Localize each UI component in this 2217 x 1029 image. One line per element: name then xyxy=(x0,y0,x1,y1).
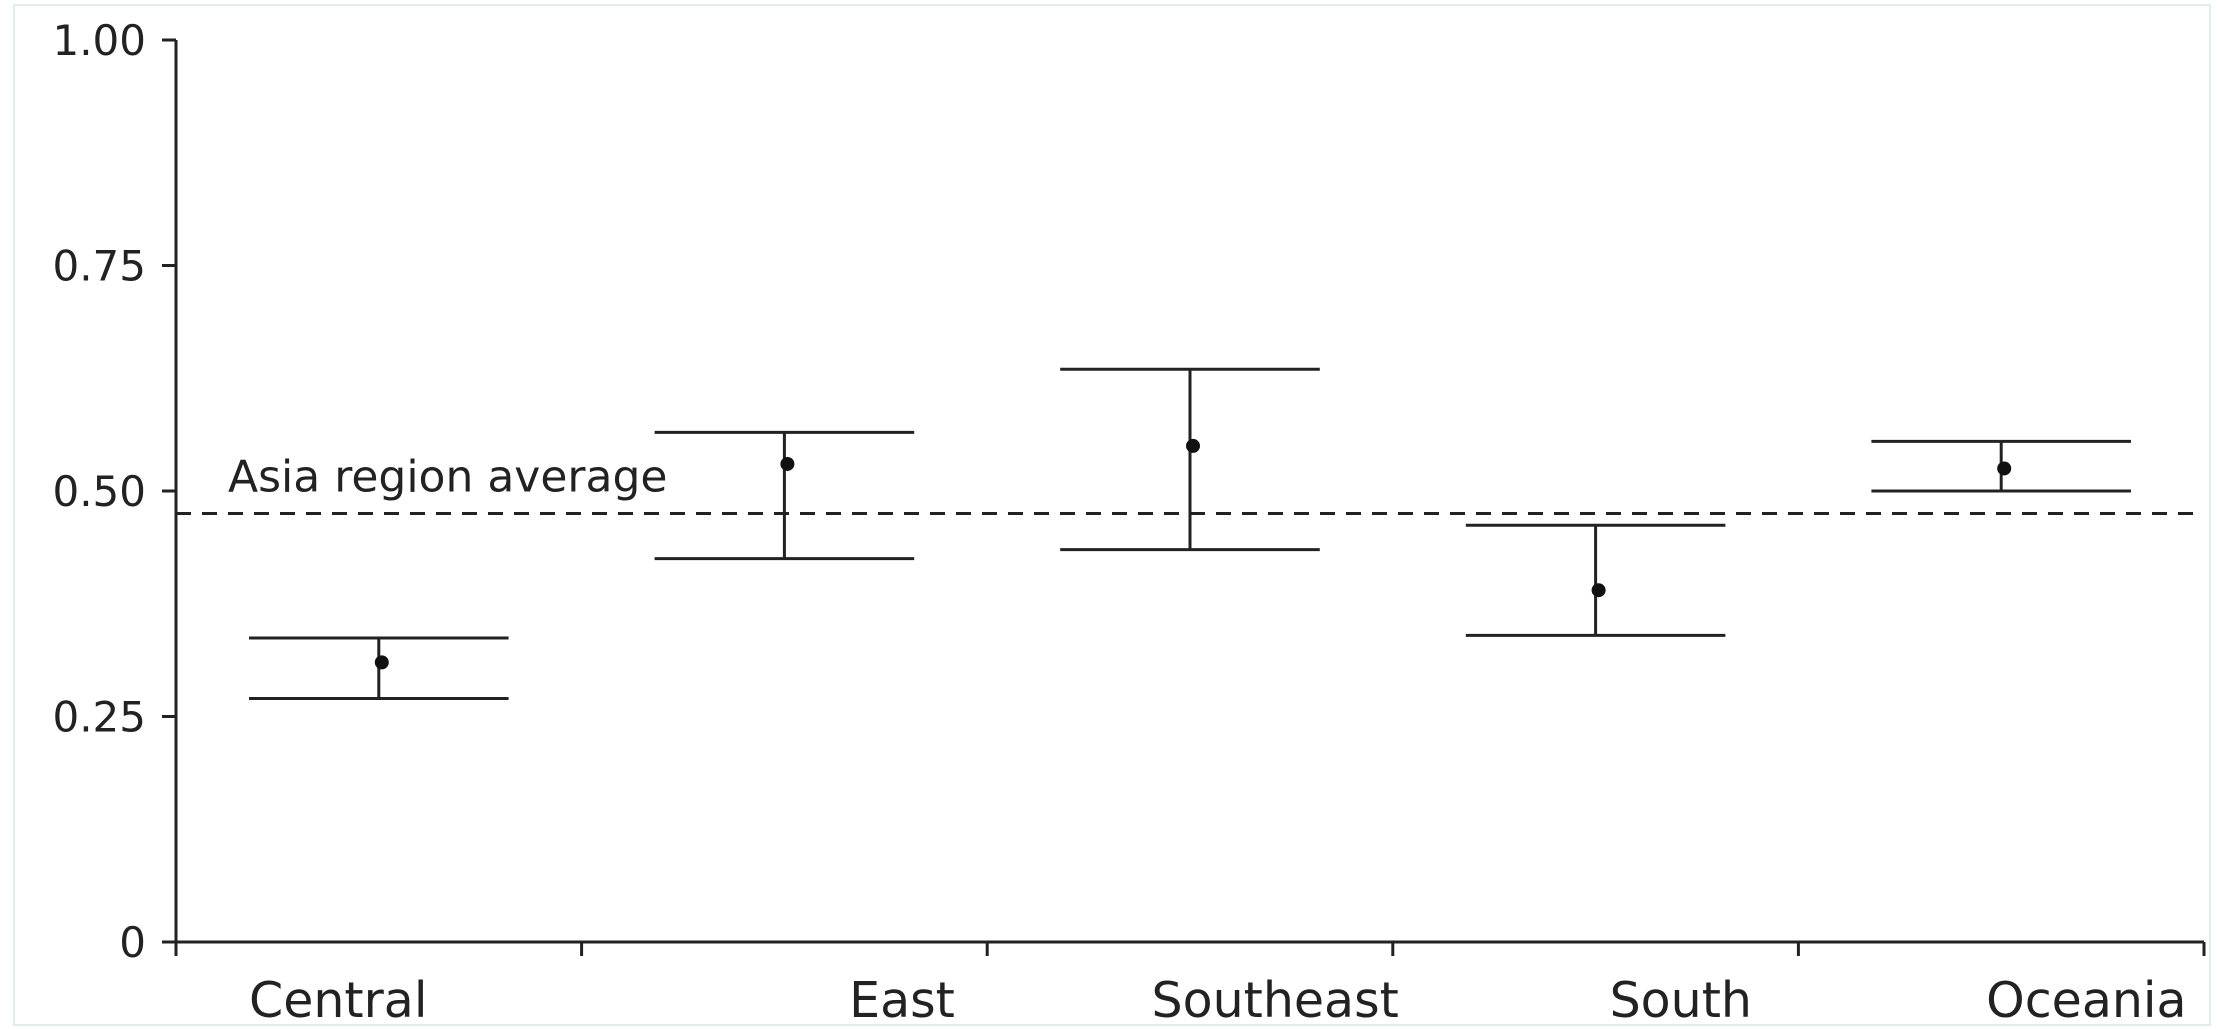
x-tick-label-southeast: Southeast xyxy=(1152,972,1399,1029)
asia-average-label: Asia region average xyxy=(228,452,667,503)
x-tick-label-south: South xyxy=(1610,972,1752,1029)
estimate-point-east xyxy=(780,456,795,471)
x-tick-label-oceania: Oceania xyxy=(1986,972,2186,1029)
chart-frame xyxy=(13,4,2211,1026)
y-tick-label: 0 xyxy=(119,918,146,967)
estimate-point-south xyxy=(1591,583,1606,598)
x-axis-ticks: Central East Southeast South Oceania xyxy=(174,942,2206,1029)
estimate-point-southeast xyxy=(1186,438,1200,453)
estimate-point-oceania xyxy=(1997,461,2012,476)
y-tick-label: 1.00 xyxy=(52,16,146,65)
estimate-point-central xyxy=(374,655,389,670)
y-tick-label: 0.50 xyxy=(52,467,146,516)
y-axis-ticks: 0 0.25 0.50 0.75 1.00 xyxy=(52,16,176,967)
y-tick-label: 0.75 xyxy=(52,242,146,291)
y-tick-label: 0.25 xyxy=(52,693,146,742)
x-tick-label-central: Central xyxy=(249,972,427,1029)
x-tick-label-east: East xyxy=(849,972,955,1029)
error-bars xyxy=(249,367,2131,700)
